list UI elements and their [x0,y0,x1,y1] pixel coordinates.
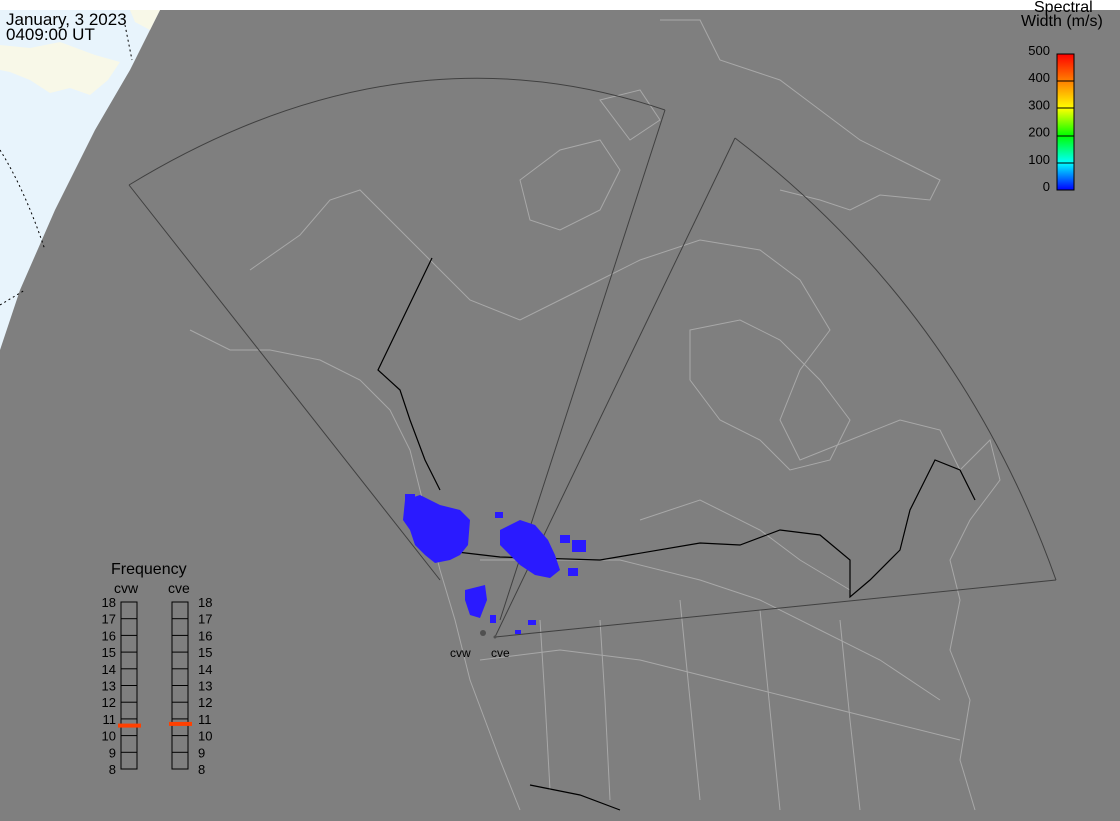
colorbar-tick-label: 0 [1043,179,1050,194]
frequency-marker [169,721,192,726]
colorbar-tick-label: 100 [1028,152,1050,167]
date-label: January, 3 2023 [6,10,127,29]
frequency-tick-label: 10 [102,729,116,744]
colorbar-tick-label: 400 [1028,70,1050,85]
frequency-tick-label: 13 [198,679,212,694]
frequency-tick-label: 8 [109,762,116,777]
country-borders [377,257,976,811]
frequency-tick-label: 11 [198,712,212,727]
frequency-tick-label: 13 [102,679,116,694]
frequency-tick-label: 17 [198,612,212,627]
radar-fov-cve [494,137,1057,638]
frequency-tick-label: 11 [103,712,117,727]
frequency-tick-label: 9 [198,745,205,760]
coastlines [189,19,1001,811]
frequency-tick-label: 17 [102,612,116,627]
time-label: 0409:00 UT [6,25,95,44]
frequency-tick-label: 16 [102,628,116,643]
daylight-region [0,10,160,350]
colorbar-tick-label: 500 [1028,43,1050,58]
radar-label-cve: cve [491,646,510,660]
spectral-width-scatter [403,494,586,634]
latitude-dotted-line [124,24,133,61]
radar-site-cve [493,635,497,639]
frequency-tick-label: 8 [198,762,205,777]
frequency-tick-label: 12 [198,695,212,710]
colorbar-title-line1: Spectral [1034,0,1093,16]
colorbar-tick-label: 200 [1028,125,1050,140]
frequency-tick-label: 10 [198,729,212,744]
frequency-tick-label: 14 [102,662,116,677]
radar-site-cvw [480,630,486,636]
frequency-tick-label: 16 [198,628,212,643]
radar-fov-cvw [128,77,666,621]
frequency-radar-cve: cve [168,580,190,596]
frequency-tick-label: 14 [198,662,212,677]
daylight-landmass-top [130,10,160,30]
colorbar-tick-label: 300 [1028,97,1050,112]
daylight-landmass [0,42,120,95]
frequency-marker [118,723,141,728]
frequency-title: Frequency [111,561,187,578]
frequency-tick-label: 18 [102,595,116,610]
colorbar [1056,53,1075,191]
frequency-tick-label: 15 [102,645,116,660]
latitude-dotted-line [0,149,46,251]
top-strip [0,0,1120,10]
colorbar-title-line2: Width (m/s) [1021,13,1103,30]
colorbar-dividers [1057,80,1074,164]
frequency-radar-cvw: cvw [114,580,139,596]
frequency-tick-label: 15 [198,645,212,660]
radar-label-cvw: cvw [450,646,471,660]
frequency-tick-label: 18 [198,595,212,610]
frequency-tick-label: 9 [109,745,116,760]
frequency-tick-label: 12 [102,695,116,710]
